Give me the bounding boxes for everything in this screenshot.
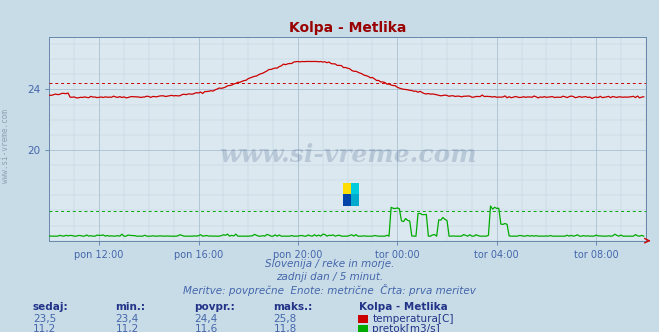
Bar	[343, 194, 351, 206]
Text: Slovenija / reke in morje.: Slovenija / reke in morje.	[265, 259, 394, 269]
Text: 23,4: 23,4	[115, 314, 138, 324]
Bar	[343, 183, 351, 194]
Bar	[351, 183, 359, 194]
Text: temperatura[C]: temperatura[C]	[372, 314, 454, 324]
Text: www.si-vreme.com: www.si-vreme.com	[1, 109, 10, 183]
Text: Meritve: povprečne  Enote: metrične  Črta: prva meritev: Meritve: povprečne Enote: metrične Črta:…	[183, 285, 476, 296]
Bar	[351, 194, 359, 206]
Text: www.si-vreme.com: www.si-vreme.com	[219, 143, 476, 167]
Text: 11,6: 11,6	[194, 324, 217, 332]
Title: Kolpa - Metlika: Kolpa - Metlika	[289, 21, 407, 35]
Text: 23,5: 23,5	[33, 314, 56, 324]
Text: maks.:: maks.:	[273, 302, 313, 312]
Text: Kolpa - Metlika: Kolpa - Metlika	[359, 302, 448, 312]
Text: 11,2: 11,2	[115, 324, 138, 332]
Text: 11,8: 11,8	[273, 324, 297, 332]
Text: min.:: min.:	[115, 302, 146, 312]
Text: 11,2: 11,2	[33, 324, 56, 332]
Text: 24,4: 24,4	[194, 314, 217, 324]
Text: zadnji dan / 5 minut.: zadnji dan / 5 minut.	[276, 272, 383, 282]
Text: povpr.:: povpr.:	[194, 302, 235, 312]
Text: sedaj:: sedaj:	[33, 302, 69, 312]
Text: 25,8: 25,8	[273, 314, 297, 324]
Text: pretok[m3/s]: pretok[m3/s]	[372, 324, 440, 332]
